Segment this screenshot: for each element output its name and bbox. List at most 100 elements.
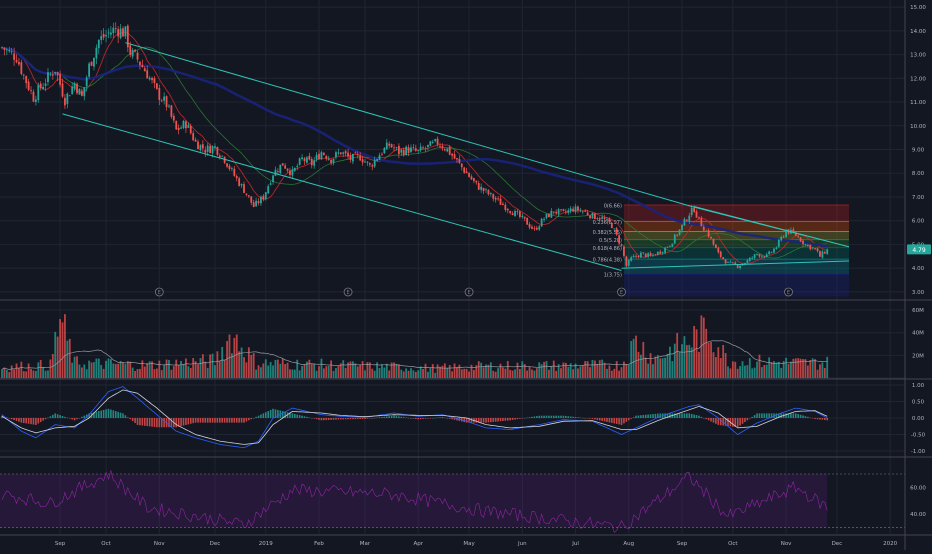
volume-bar	[744, 366, 746, 378]
volume-tick-label[interactable]: 60M	[912, 308, 924, 314]
candle-body	[710, 237, 712, 238]
time-tick-label[interactable]: Dec	[210, 541, 221, 547]
price-tick-label[interactable]: 9.00	[912, 148, 925, 154]
macd-histogram-bar	[451, 418, 453, 419]
candle-body	[797, 236, 799, 237]
time-tick-label[interactable]: Nov	[154, 541, 165, 547]
time-tick-label[interactable]: Mar	[360, 541, 371, 547]
price-tick-label[interactable]: 12.00	[910, 76, 926, 82]
macd-histogram-bar	[749, 418, 751, 419]
volume-bar	[86, 369, 88, 378]
macd-histogram-bar	[560, 416, 562, 418]
candle-body	[577, 207, 579, 211]
candle-body	[664, 247, 666, 252]
volume-bar	[166, 360, 168, 378]
macd-tick-label[interactable]: 0.50	[912, 399, 925, 405]
earnings-marker[interactable]: E	[465, 288, 473, 296]
time-tick-label[interactable]: Jun	[517, 541, 527, 547]
volume-bar	[618, 371, 620, 378]
rsi-pane	[0, 471, 905, 533]
volume-bar	[270, 362, 272, 378]
candle-body	[151, 78, 153, 80]
price-tick-label[interactable]: 3.00	[912, 290, 925, 296]
time-tick-label[interactable]: Aug	[623, 541, 634, 547]
volume-bar	[262, 363, 264, 378]
candle-body	[299, 158, 301, 165]
time-tick-label[interactable]: Oct	[728, 541, 738, 547]
macd-histogram-bar	[790, 413, 792, 418]
price-tick-label[interactable]: 4.00	[912, 266, 925, 272]
macd-tick-label[interactable]: -0.50	[911, 433, 926, 439]
earnings-marker[interactable]: E	[155, 288, 163, 296]
rsi-tick-label[interactable]: 40.00	[910, 512, 926, 518]
candle-body	[681, 225, 683, 231]
price-tick-label[interactable]: 10.00	[910, 124, 926, 130]
candle-body	[120, 28, 122, 38]
macd-histogram-bar	[502, 418, 504, 421]
macd-histogram-bar	[630, 418, 632, 419]
time-tick-label[interactable]: 2019	[259, 541, 273, 547]
macd-histogram-bar	[313, 418, 315, 419]
price-tick-label[interactable]: 11.00	[910, 100, 926, 106]
candle-body	[821, 252, 823, 258]
channel-lower-line[interactable]	[63, 114, 622, 271]
volume-bar	[630, 341, 632, 378]
time-tick-label[interactable]: Sep	[55, 541, 66, 547]
macd-histogram-bar	[720, 418, 722, 425]
time-tick-label[interactable]: May	[463, 541, 475, 547]
earnings-marker[interactable]: E	[344, 288, 352, 296]
time-tick-label[interactable]: Sep	[677, 541, 688, 547]
candle-body	[178, 128, 180, 130]
macd-histogram-bar	[800, 415, 802, 418]
macd-histogram-bar	[304, 416, 306, 418]
rsi-tick-label[interactable]: 60.00	[910, 485, 926, 491]
time-tick-label[interactable]: 2020	[883, 541, 897, 547]
earnings-marker[interactable]: E	[785, 288, 793, 296]
candle-body	[233, 169, 235, 176]
macd-histogram-bar	[609, 418, 611, 422]
candle-body	[807, 245, 809, 246]
price-tick-label[interactable]: 6.00	[912, 219, 925, 225]
candle-body	[575, 207, 577, 212]
volume-bar	[287, 363, 289, 378]
macd-histogram-bar	[263, 413, 265, 418]
volume-tick-label[interactable]: 40M	[912, 331, 924, 337]
macd-histogram-bar	[548, 416, 550, 418]
volume-bar	[137, 369, 139, 378]
candle-body	[657, 252, 659, 255]
macd-tick-label[interactable]: 1.00	[912, 383, 925, 389]
time-tick-label[interactable]: Oct	[101, 541, 111, 547]
macd-histogram-bar	[345, 418, 347, 419]
price-tick-label[interactable]: 14.00	[910, 29, 926, 35]
price-tick-label[interactable]: 7.00	[912, 195, 925, 201]
candle-body	[183, 121, 185, 128]
macd-tick-label[interactable]: 0.00	[912, 416, 925, 422]
volume-bar	[519, 369, 521, 378]
price-tick-label[interactable]: 8.00	[912, 171, 925, 177]
time-tick-label[interactable]: Nov	[781, 541, 792, 547]
candle-body	[492, 194, 494, 199]
macd-histogram-bar	[434, 418, 436, 419]
price-tick-label[interactable]: 15.00	[910, 5, 926, 11]
price-tick-label[interactable]: 13.00	[910, 53, 926, 59]
candle-body	[345, 151, 347, 153]
earnings-marker[interactable]: E	[618, 288, 626, 296]
candle-body	[386, 143, 388, 150]
volume-tick-label[interactable]: 20M	[912, 353, 924, 359]
candle-body	[519, 211, 521, 216]
macd-tick-label[interactable]: -1.00	[911, 449, 926, 455]
price-axis[interactable]: 15.00 14.00 13.00 12.00 11.00 10.00 9.00 8.00 7.…	[907, 5, 931, 518]
time-tick-label[interactable]: Dec	[832, 541, 843, 547]
time-tick-label[interactable]: Apr	[413, 541, 423, 547]
time-tick-label[interactable]: Jul	[571, 541, 579, 547]
candle-body	[662, 252, 664, 253]
time-tick-label[interactable]: Feb	[314, 541, 324, 547]
candle-body	[352, 154, 354, 161]
time-axis[interactable]: AugSepOctNovDec2019FebMarAprMayJunJulAug…	[0, 541, 898, 547]
volume-bar	[127, 361, 129, 378]
candle-body	[364, 162, 366, 163]
candle-body	[156, 83, 158, 88]
macd-histogram-bar	[524, 418, 526, 419]
